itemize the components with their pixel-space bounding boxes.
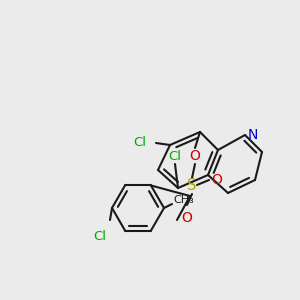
Text: O: O <box>212 173 222 187</box>
Text: O: O <box>182 211 192 225</box>
Text: Cl: Cl <box>94 230 106 242</box>
Text: N: N <box>248 128 258 142</box>
Text: Cl: Cl <box>169 149 182 163</box>
Text: Cl: Cl <box>134 136 146 149</box>
Text: O: O <box>190 149 200 163</box>
Text: CH₃: CH₃ <box>174 195 194 205</box>
Text: S: S <box>187 178 197 193</box>
